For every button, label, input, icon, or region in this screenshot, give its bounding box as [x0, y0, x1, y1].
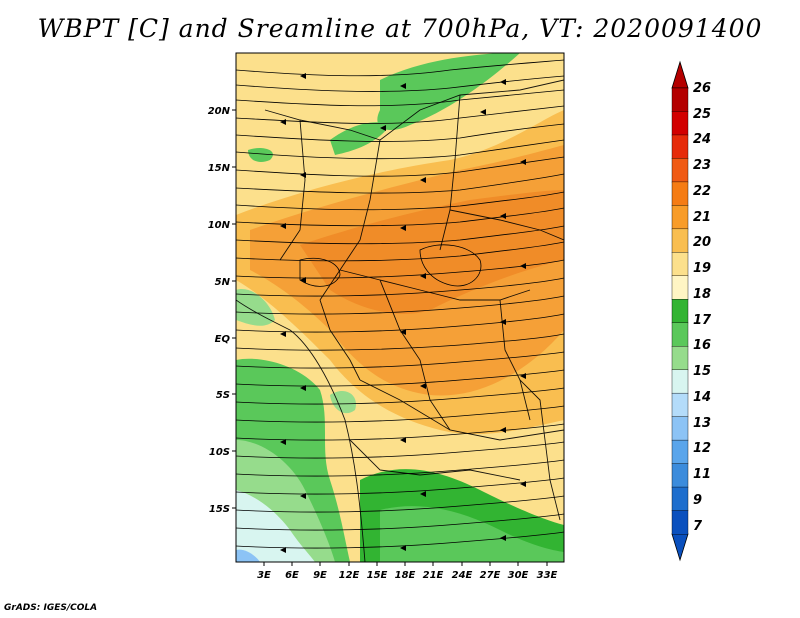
lon-label: 30E — [508, 570, 529, 581]
colorbar: 26 25 24 23 22 21 20 19 18 17 16 15 14 1… — [671, 60, 712, 562]
colorbar-swatch — [671, 252, 689, 277]
lon-label: 15E — [367, 570, 388, 581]
lon-label: 33E — [537, 570, 558, 581]
lat-label: 20N — [208, 106, 231, 117]
colorbar-swatch — [671, 510, 689, 535]
colorbar-label: 16 — [693, 338, 711, 353]
lon-label: 18E — [395, 570, 416, 581]
colorbar-label: 9 — [693, 493, 702, 508]
colorbar-swatch — [671, 87, 689, 112]
colorbar-label: 25 — [693, 107, 711, 122]
colorbar-label: 13 — [693, 416, 711, 431]
streamline-arrow-icon — [280, 73, 526, 553]
map-frame — [235, 52, 565, 563]
colorbar-label: 24 — [693, 132, 711, 147]
lon-label: 27E — [480, 570, 501, 581]
colorbar-label: 23 — [693, 158, 711, 173]
colorbar-swatch — [671, 486, 689, 512]
lon-label: 12E — [339, 570, 360, 581]
colorbar-swatch — [671, 111, 689, 136]
colorbar-swatch — [671, 392, 689, 418]
lat-axis: 20N 15N 10N 5N EQ 5S 10S 15S — [208, 106, 236, 515]
colorbar-swatch — [671, 181, 689, 206]
lat-label: 10S — [209, 447, 230, 458]
colorbar-arrow-bottom-icon — [671, 533, 689, 562]
lon-label: 24E — [452, 570, 473, 581]
colorbar-swatch — [671, 158, 689, 183]
colorbar-label: 15 — [693, 364, 711, 379]
colorbar-swatch — [671, 416, 689, 441]
colorbar-label: 21 — [693, 210, 711, 225]
colorbar-label: 7 — [693, 519, 703, 534]
colorbar-label: 22 — [693, 184, 711, 199]
colorbar-label: 12 — [693, 441, 711, 456]
lat-label: 5S — [216, 390, 230, 401]
lon-label: 9E — [313, 570, 327, 581]
colorbar-swatch — [671, 439, 689, 465]
colorbar-arrow-top-icon — [671, 60, 689, 89]
colorbar-label: 18 — [693, 287, 711, 302]
lat-label: EQ — [215, 334, 231, 345]
lon-label: 6E — [285, 570, 299, 581]
colorbar-swatch — [671, 322, 689, 347]
colorbar-label: 20 — [693, 235, 711, 250]
lon-axis: 3E 6E 9E 12E 15E 18E 21E 24E 27E 30E 33E — [257, 562, 558, 581]
colorbar-swatch — [671, 228, 689, 253]
colorbar-swatch — [671, 463, 689, 488]
colorbar-label: 17 — [693, 313, 712, 328]
map-title: WBPT [C] and Sreamline at 700hPa, VT: 20… — [37, 14, 763, 43]
colorbar-label: 14 — [693, 390, 711, 405]
colorbar-swatch — [671, 134, 689, 159]
wbpt-field — [236, 53, 564, 562]
colorbar-label: 19 — [693, 261, 711, 276]
colorbar-label: 26 — [693, 81, 711, 96]
lat-label: 15N — [208, 163, 231, 174]
lon-label: 21E — [423, 570, 444, 581]
colorbar-swatch — [671, 346, 689, 371]
colorbar-label: 11 — [693, 467, 711, 482]
colorbar-swatch — [671, 299, 689, 324]
lat-label: 10N — [208, 220, 231, 231]
software-credit: GrADS: IGES/COLA — [4, 603, 98, 613]
colorbar-swatch — [671, 275, 689, 300]
lat-label: 15S — [209, 504, 230, 515]
colorbar-swatch — [671, 205, 689, 230]
lat-label: 5N — [215, 277, 231, 288]
colorbar-swatch — [671, 369, 689, 394]
lon-label: 3E — [257, 570, 271, 581]
